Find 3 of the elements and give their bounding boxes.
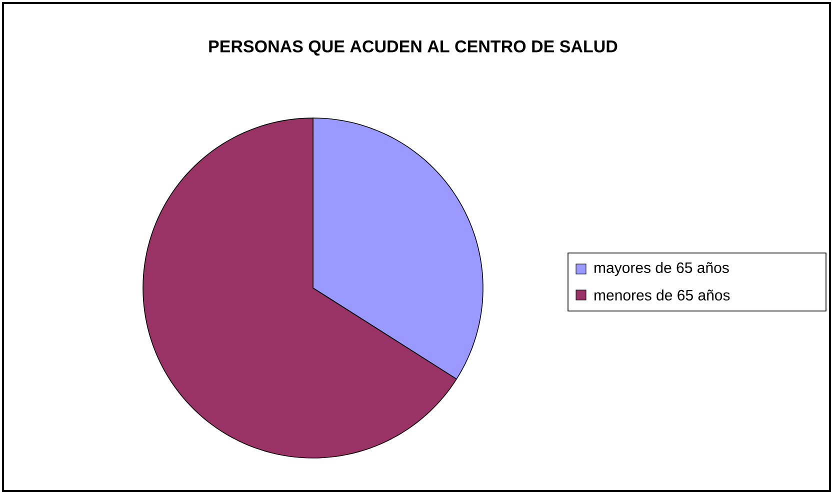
legend-label: menores de 65 años (594, 289, 730, 300)
legend-label: mayores de 65 años (594, 262, 729, 276)
chart-title: PERSONAS QUE ACUDEN AL CENTRO DE SALUD (209, 40, 618, 56)
